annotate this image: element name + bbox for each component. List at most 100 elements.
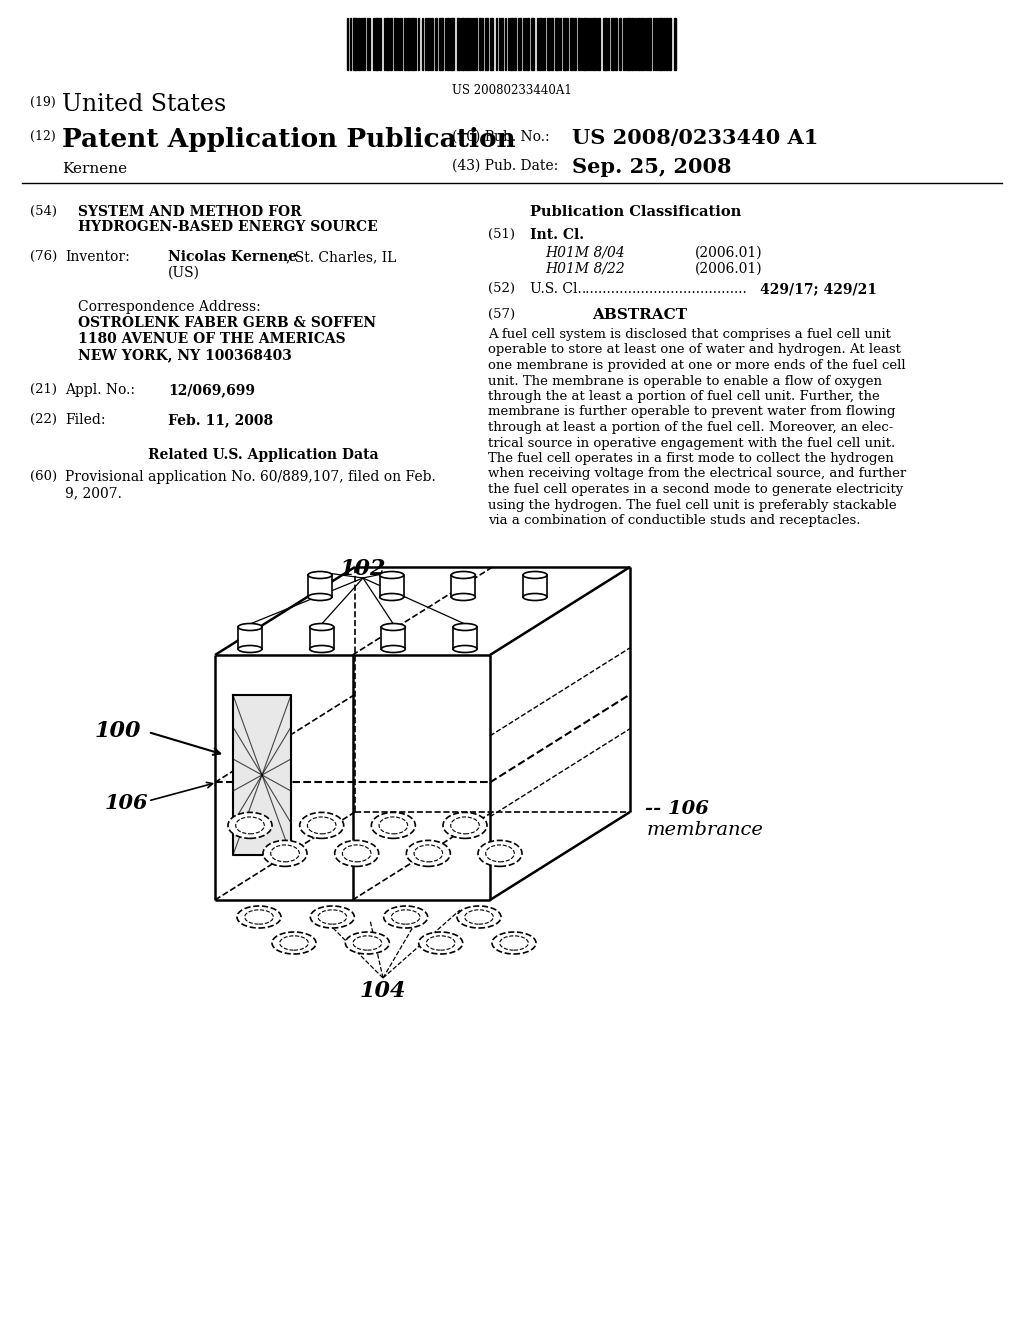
Text: Kernene: Kernene — [62, 162, 127, 176]
Ellipse shape — [478, 841, 522, 866]
Ellipse shape — [272, 932, 316, 954]
Text: membrane is further operable to prevent water from flowing: membrane is further operable to prevent … — [488, 405, 896, 418]
Bar — [461, 18, 464, 70]
Text: A fuel cell system is disclosed that comprises a fuel cell unit: A fuel cell system is disclosed that com… — [488, 327, 891, 341]
Text: through at least a portion of the fuel cell. Moreover, an elec-: through at least a portion of the fuel c… — [488, 421, 893, 434]
Text: Provisional application No. 60/889,107, filed on Feb.: Provisional application No. 60/889,107, … — [65, 470, 436, 484]
Bar — [603, 18, 607, 70]
Ellipse shape — [228, 812, 272, 838]
Bar — [375, 18, 378, 70]
Bar — [523, 576, 547, 597]
Text: trical source in operative engagement with the fuel cell unit.: trical source in operative engagement wi… — [488, 437, 895, 450]
Bar — [467, 18, 469, 70]
Bar — [238, 627, 262, 649]
Text: US 2008/0233440 A1: US 2008/0233440 A1 — [572, 128, 818, 148]
Text: 12/069,699: 12/069,699 — [168, 383, 255, 397]
Text: -- 106: -- 106 — [645, 800, 709, 818]
Text: 9, 2007.: 9, 2007. — [65, 486, 122, 500]
Text: 106: 106 — [105, 793, 148, 813]
Text: one membrane is provided at one or more ends of the fuel cell: one membrane is provided at one or more … — [488, 359, 905, 372]
Ellipse shape — [452, 572, 475, 578]
Ellipse shape — [492, 932, 536, 954]
Bar — [457, 18, 460, 70]
Ellipse shape — [280, 936, 308, 950]
Bar — [358, 18, 360, 70]
Bar — [669, 18, 671, 70]
Text: ABSTRACT: ABSTRACT — [593, 308, 687, 322]
Text: (21): (21) — [30, 383, 57, 396]
Text: Sep. 25, 2008: Sep. 25, 2008 — [572, 157, 731, 177]
Text: Publication Classification: Publication Classification — [530, 205, 741, 219]
Polygon shape — [233, 696, 291, 855]
Text: The fuel cell operates in a first mode to collect the hydrogen: The fuel cell operates in a first mode t… — [488, 451, 894, 465]
Bar — [659, 18, 662, 70]
Ellipse shape — [426, 936, 455, 950]
Text: Related U.S. Application Data: Related U.S. Application Data — [148, 447, 379, 462]
Text: when receiving voltage from the electrical source, and further: when receiving voltage from the electric… — [488, 467, 906, 480]
Bar — [501, 18, 503, 70]
Bar — [390, 18, 392, 70]
Bar — [427, 18, 429, 70]
Ellipse shape — [485, 845, 514, 862]
Text: Appl. No.:: Appl. No.: — [65, 383, 135, 397]
Text: (19): (19) — [30, 96, 55, 110]
Text: the fuel cell operates in a second mode to generate electricity: the fuel cell operates in a second mode … — [488, 483, 903, 496]
Ellipse shape — [381, 645, 406, 652]
Ellipse shape — [237, 906, 281, 928]
Ellipse shape — [300, 812, 344, 838]
Bar — [574, 18, 575, 70]
Bar — [611, 18, 614, 70]
Bar — [362, 18, 365, 70]
Text: (2006.01): (2006.01) — [695, 261, 763, 276]
Text: Patent Application Publication: Patent Application Publication — [62, 127, 516, 152]
Bar — [638, 18, 640, 70]
Bar — [485, 18, 488, 70]
Text: operable to store at least one of water and hydrogen. At least: operable to store at least one of water … — [488, 343, 901, 356]
Text: 100: 100 — [95, 719, 141, 742]
Bar — [381, 627, 406, 649]
Ellipse shape — [452, 594, 475, 601]
Ellipse shape — [309, 623, 334, 631]
Bar — [309, 627, 334, 649]
Bar — [547, 18, 550, 70]
Text: Filed:: Filed: — [65, 413, 105, 426]
Text: through the at least a portion of fuel cell unit. Further, the: through the at least a portion of fuel c… — [488, 389, 880, 403]
Ellipse shape — [238, 623, 262, 631]
Text: (51): (51) — [488, 228, 515, 242]
Ellipse shape — [407, 841, 451, 866]
Text: (43) Pub. Date:: (43) Pub. Date: — [452, 158, 558, 173]
Bar — [618, 18, 621, 70]
Text: Nicolas Kernene: Nicolas Kernene — [168, 249, 297, 264]
Bar — [435, 18, 437, 70]
Ellipse shape — [500, 936, 528, 950]
Ellipse shape — [307, 817, 336, 834]
Ellipse shape — [380, 572, 403, 578]
Bar — [578, 18, 580, 70]
Text: U.S. Cl.: U.S. Cl. — [530, 282, 582, 296]
Bar — [539, 18, 541, 70]
Bar — [379, 18, 381, 70]
Bar — [555, 18, 559, 70]
Bar — [674, 18, 676, 70]
Ellipse shape — [523, 572, 547, 578]
Ellipse shape — [451, 817, 479, 834]
Bar — [563, 18, 566, 70]
Bar — [490, 18, 493, 70]
Ellipse shape — [381, 623, 406, 631]
Ellipse shape — [457, 906, 501, 928]
Ellipse shape — [419, 932, 463, 954]
Ellipse shape — [309, 645, 334, 652]
Ellipse shape — [236, 817, 264, 834]
Text: HYDROGEN-BASED ENERGY SOURCE: HYDROGEN-BASED ENERGY SOURCE — [78, 220, 378, 234]
Bar — [514, 18, 516, 70]
Bar — [439, 18, 443, 70]
Text: (US): (US) — [168, 267, 200, 280]
Bar — [380, 576, 403, 597]
Text: United States: United States — [62, 92, 226, 116]
Text: .......................................: ....................................... — [582, 282, 748, 296]
Text: using the hydrogen. The fuel cell unit is preferably stackable: using the hydrogen. The fuel cell unit i… — [488, 499, 897, 511]
Text: (22): (22) — [30, 413, 57, 426]
Bar — [353, 18, 357, 70]
Ellipse shape — [523, 594, 547, 601]
Text: Int. Cl.: Int. Cl. — [530, 228, 584, 242]
